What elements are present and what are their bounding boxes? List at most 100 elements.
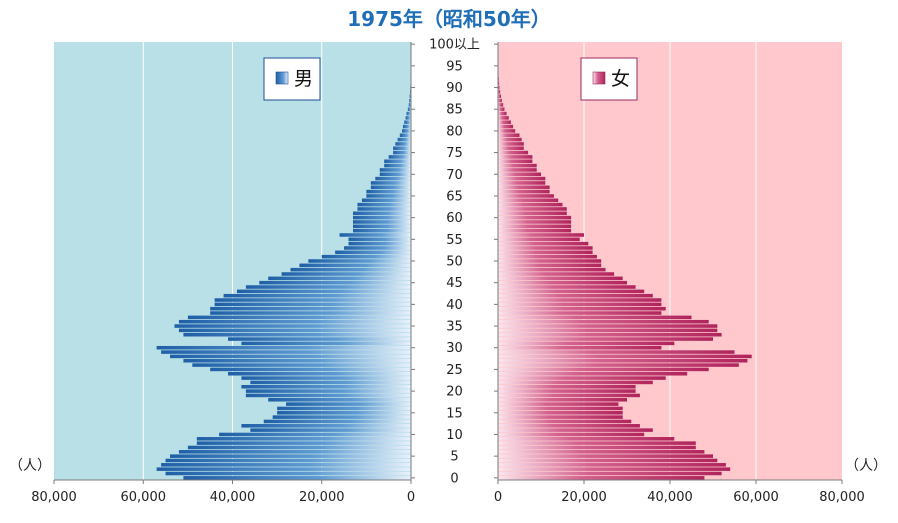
male-bar xyxy=(245,389,411,393)
female-bar xyxy=(498,471,722,476)
male-bar xyxy=(393,146,411,151)
male-bar xyxy=(210,367,411,372)
female-legend: 女 xyxy=(580,57,638,101)
female-bar xyxy=(498,337,713,341)
female-bar xyxy=(498,319,709,324)
female-bar xyxy=(498,267,606,272)
male-bar xyxy=(384,163,411,168)
female-bar xyxy=(498,354,752,359)
female-bar xyxy=(498,90,501,94)
female-bar xyxy=(498,402,619,406)
male-bar xyxy=(281,272,411,276)
female-bar xyxy=(498,285,636,289)
female-bar xyxy=(498,116,509,120)
female-bar xyxy=(498,194,554,198)
female-bar xyxy=(498,228,572,233)
male-bar xyxy=(402,124,411,129)
male-bar xyxy=(357,202,411,207)
male-bar xyxy=(399,133,411,138)
age-label: 0 xyxy=(450,471,458,486)
female-bar xyxy=(498,220,572,224)
male-bar xyxy=(196,441,411,445)
age-axis-labels: 0 5 10 15 20 25 30 35 40 45 50 55 60 65 70 75 80 85 90 95 10… xyxy=(411,38,498,486)
male-bar xyxy=(366,189,411,194)
female-bar xyxy=(498,293,653,298)
male-bar xyxy=(335,250,411,255)
right-unit-label: （人） xyxy=(845,458,887,474)
left-unit-label: （人） xyxy=(9,458,51,474)
female-bar xyxy=(498,163,537,168)
age-label: 75 xyxy=(446,146,463,161)
male-bar xyxy=(379,168,411,172)
age-label: 30 xyxy=(446,341,463,356)
age-label: 85 xyxy=(446,103,463,118)
male-bar xyxy=(361,198,411,203)
male-bar xyxy=(241,376,411,380)
female-bar xyxy=(498,168,537,172)
male-bar xyxy=(321,254,411,259)
male-bar xyxy=(299,263,411,268)
male-bar xyxy=(165,471,411,476)
female-bar xyxy=(498,94,502,98)
female-legend-swatch xyxy=(592,71,606,85)
female-legend-label: 女 xyxy=(611,68,630,90)
male-bar xyxy=(236,289,411,294)
female-bar xyxy=(498,380,653,385)
female-bar xyxy=(498,172,541,177)
male-bar xyxy=(405,116,411,120)
female-bar xyxy=(498,311,662,315)
male-bar xyxy=(268,276,411,281)
male-bar xyxy=(161,350,411,354)
male-x-tick-label: 40,000 xyxy=(210,490,256,505)
male-x-tick-label: 60,000 xyxy=(121,490,167,505)
female-bar xyxy=(498,120,511,124)
female-bar xyxy=(498,393,640,398)
male-bar xyxy=(170,454,411,458)
female-bar xyxy=(498,263,602,268)
male-bar xyxy=(375,176,411,181)
female-bar xyxy=(498,411,623,415)
female-bar xyxy=(498,98,502,103)
female-bar xyxy=(498,371,688,376)
age-label: 15 xyxy=(446,406,463,421)
male-bar xyxy=(214,302,411,307)
female-bar xyxy=(498,298,662,302)
female-bar xyxy=(498,215,572,220)
male-bar xyxy=(344,246,411,250)
male-bar xyxy=(348,241,411,246)
female-bar xyxy=(498,463,726,467)
female-bar xyxy=(498,384,636,389)
female-bar xyxy=(498,142,524,146)
female-bar xyxy=(498,137,522,142)
male-bar xyxy=(210,311,411,315)
male-bar xyxy=(408,103,411,107)
male-bar xyxy=(370,181,411,185)
female-bar xyxy=(498,276,623,281)
female-bar xyxy=(498,189,550,194)
male-x-tick-label: 80,000 xyxy=(31,490,77,505)
male-bar xyxy=(286,402,411,406)
male-x-tick-label: 0 xyxy=(407,490,415,505)
male-bar xyxy=(404,120,411,124)
female-bar xyxy=(498,445,696,450)
age-label: 100以上 xyxy=(429,38,480,53)
male-bar xyxy=(223,293,411,298)
female-bar xyxy=(498,155,533,159)
male-bar xyxy=(192,363,411,367)
male-bar xyxy=(183,332,411,337)
female-bar xyxy=(498,85,500,90)
female-x-tick-label: 40,000 xyxy=(647,490,693,505)
female-bar xyxy=(498,259,602,263)
male-bar xyxy=(165,458,411,463)
male-bar xyxy=(241,341,411,346)
male-bar xyxy=(388,155,411,159)
male-bar xyxy=(409,94,411,98)
female-bar xyxy=(498,254,597,259)
female-bar xyxy=(498,250,593,255)
male-bar xyxy=(170,354,411,359)
female-bar xyxy=(498,246,593,250)
male-bar xyxy=(156,467,411,471)
female-bar xyxy=(498,328,718,333)
female-bar xyxy=(498,241,589,246)
male-bar xyxy=(178,450,411,454)
